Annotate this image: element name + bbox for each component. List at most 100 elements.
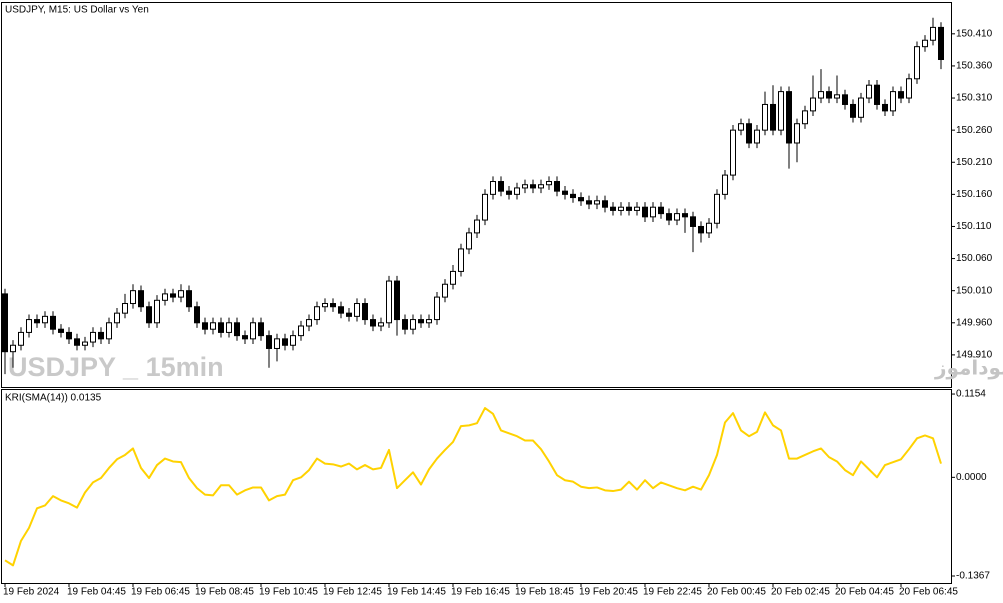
candle-body <box>706 222 712 234</box>
candle-body <box>818 91 824 99</box>
candle-body <box>610 206 616 211</box>
candle-body <box>898 91 904 99</box>
candle-body <box>698 225 704 234</box>
candle-body <box>882 103 888 112</box>
candle-body <box>474 219 480 234</box>
candle-body <box>410 319 416 330</box>
candle-body <box>34 319 40 324</box>
candle-body <box>186 290 192 308</box>
candle-body <box>530 184 536 189</box>
y-tick-label: 150.210 <box>956 157 993 168</box>
candle-body <box>2 293 8 353</box>
candle-body <box>18 331 24 346</box>
candle-body <box>362 303 368 321</box>
y-tick-label: 150.260 <box>956 125 993 136</box>
candle-body <box>90 331 96 343</box>
candle-body <box>618 206 624 211</box>
candle-body <box>434 296 440 321</box>
y-tick-label: 149.960 <box>956 317 993 328</box>
candle-body <box>714 193 720 224</box>
candle-body <box>634 206 640 211</box>
candle-body <box>42 315 48 324</box>
x-tick-label: 19 Feb 06:45 <box>131 587 190 598</box>
candle-body <box>738 123 744 131</box>
x-tick-label: 19 Feb 12:45 <box>323 587 382 598</box>
candle-body <box>250 322 256 340</box>
x-tick-label: 19 Feb 22:45 <box>643 587 702 598</box>
candle-body <box>538 184 544 189</box>
candle-body <box>178 290 184 298</box>
y-tick-label: -0.1367 <box>956 571 990 582</box>
candle-body <box>50 315 56 330</box>
candle-body <box>10 344 16 353</box>
candle-body <box>914 46 920 80</box>
candle-body <box>570 193 576 199</box>
candle-body <box>330 303 336 308</box>
candle-body <box>282 338 288 346</box>
candle-body <box>106 322 112 340</box>
candle-body <box>826 91 832 99</box>
candle-body <box>154 299 160 324</box>
candle-body <box>218 322 224 333</box>
candle-body <box>554 181 560 192</box>
candle-body <box>666 213 672 221</box>
candle-body <box>674 213 680 221</box>
x-tick-label: 20 Feb 06:45 <box>899 587 958 598</box>
candle-body <box>210 322 216 330</box>
candle-body <box>242 335 248 340</box>
candle-body <box>418 319 424 324</box>
candle-body <box>138 290 144 308</box>
candle-body <box>258 322 264 337</box>
candle-body <box>578 197 584 202</box>
candle-body <box>922 39 928 48</box>
candle-body <box>746 123 752 144</box>
candle-body <box>602 200 608 208</box>
x-tick-label: 19 Feb 04:45 <box>67 587 126 598</box>
x-tick-label: 19 Feb 16:45 <box>451 587 510 598</box>
candle-body <box>274 338 280 349</box>
candle-body <box>298 325 304 337</box>
candle-body <box>338 306 344 314</box>
candle-body <box>938 26 944 61</box>
candle-body <box>794 123 800 144</box>
candle-body <box>394 280 400 321</box>
candle-body <box>194 306 200 324</box>
indicator-line <box>4 407 942 567</box>
candle-body <box>722 174 728 195</box>
candle-body <box>874 84 880 105</box>
main-panel <box>1 2 952 388</box>
candle-body <box>586 200 592 205</box>
candle-body <box>314 306 320 321</box>
candle-body <box>498 181 504 192</box>
candle-body <box>114 312 120 324</box>
candle-body <box>522 184 528 189</box>
candle-body <box>802 110 808 125</box>
candle-body <box>266 335 272 349</box>
candle-body <box>682 213 688 218</box>
candle-body <box>74 338 80 346</box>
candle-body <box>594 200 600 205</box>
candle-body <box>122 303 128 314</box>
y-tick-label: 150.110 <box>956 221 992 232</box>
y-tick-label: 149.910 <box>956 350 993 361</box>
x-tick-label: 20 Feb 02:45 <box>771 587 830 598</box>
x-tick-label: 20 Feb 00:45 <box>707 587 766 598</box>
candle-body <box>66 331 72 340</box>
y-tick-label: 150.410 <box>956 28 993 39</box>
candle-body <box>762 103 768 131</box>
candle-body <box>842 94 848 105</box>
candle-body <box>490 181 496 195</box>
candle-body <box>426 319 432 324</box>
candle-body <box>130 290 136 305</box>
candle-body <box>386 280 392 324</box>
candle-body <box>770 103 776 131</box>
candle-body <box>906 78 912 99</box>
x-tick-label: 19 Feb 14:45 <box>387 587 446 598</box>
candle-body <box>306 319 312 327</box>
candle-body <box>82 341 88 346</box>
candle-body <box>354 303 360 317</box>
candle-body <box>322 303 328 308</box>
candle-body <box>506 190 512 195</box>
candle-body <box>642 206 648 218</box>
